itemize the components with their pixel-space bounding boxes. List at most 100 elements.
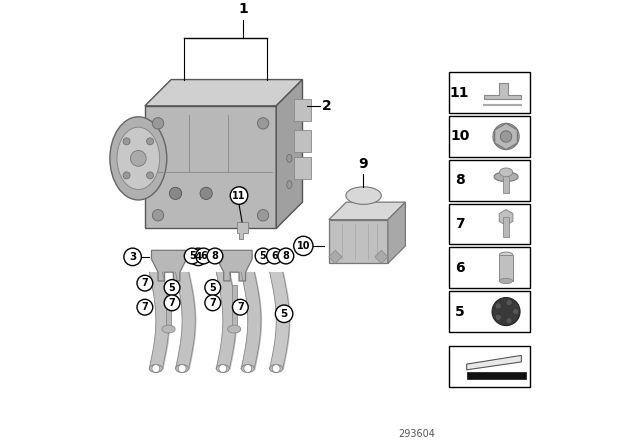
Polygon shape xyxy=(217,250,252,281)
Text: 7: 7 xyxy=(141,302,148,312)
Text: 6: 6 xyxy=(271,251,278,261)
Polygon shape xyxy=(237,222,248,239)
Circle shape xyxy=(506,299,512,306)
Bar xyxy=(449,204,530,245)
Bar xyxy=(166,285,171,329)
Circle shape xyxy=(164,295,180,311)
Polygon shape xyxy=(375,250,388,263)
Circle shape xyxy=(495,303,501,309)
Bar xyxy=(449,247,530,288)
Text: 3: 3 xyxy=(129,252,136,262)
Text: 8: 8 xyxy=(282,251,289,261)
Circle shape xyxy=(152,365,160,372)
Circle shape xyxy=(189,248,207,266)
Ellipse shape xyxy=(216,365,229,372)
Circle shape xyxy=(257,210,269,221)
Circle shape xyxy=(493,123,519,150)
Text: 293604: 293604 xyxy=(398,429,435,439)
Polygon shape xyxy=(329,202,405,220)
Circle shape xyxy=(235,187,247,199)
Polygon shape xyxy=(145,106,276,228)
Circle shape xyxy=(137,299,153,315)
Circle shape xyxy=(147,172,154,179)
Bar xyxy=(449,72,530,113)
Text: 10: 10 xyxy=(450,129,469,143)
Circle shape xyxy=(205,280,221,295)
Circle shape xyxy=(184,248,200,264)
Polygon shape xyxy=(484,83,522,99)
Text: 5: 5 xyxy=(260,251,266,261)
Circle shape xyxy=(205,295,221,311)
Bar xyxy=(232,285,237,329)
Ellipse shape xyxy=(269,365,283,372)
Circle shape xyxy=(500,131,512,142)
Ellipse shape xyxy=(149,365,163,372)
Circle shape xyxy=(147,138,154,145)
Bar xyxy=(449,116,530,157)
Ellipse shape xyxy=(162,325,175,333)
Circle shape xyxy=(219,365,227,372)
Bar xyxy=(504,217,509,237)
Text: 11: 11 xyxy=(232,190,246,201)
Text: 5: 5 xyxy=(169,283,175,293)
Text: 5: 5 xyxy=(209,283,216,293)
Text: 5: 5 xyxy=(455,305,465,319)
Text: 8: 8 xyxy=(455,173,465,187)
Ellipse shape xyxy=(499,168,513,177)
Polygon shape xyxy=(294,130,311,152)
Circle shape xyxy=(495,314,501,320)
Ellipse shape xyxy=(175,365,189,372)
Circle shape xyxy=(137,275,153,291)
Circle shape xyxy=(294,236,313,255)
Text: 7: 7 xyxy=(209,298,216,308)
Text: 1: 1 xyxy=(239,2,248,16)
Text: 9: 9 xyxy=(358,157,367,171)
Ellipse shape xyxy=(287,155,292,162)
Circle shape xyxy=(200,187,212,199)
Text: 10: 10 xyxy=(296,241,310,251)
Ellipse shape xyxy=(241,365,254,372)
Ellipse shape xyxy=(110,117,167,200)
Circle shape xyxy=(275,305,293,323)
Text: 2: 2 xyxy=(322,99,332,113)
Polygon shape xyxy=(294,157,311,179)
Text: 7: 7 xyxy=(237,302,244,312)
Bar xyxy=(467,371,525,379)
Bar xyxy=(449,160,530,201)
Circle shape xyxy=(124,248,141,266)
Bar xyxy=(449,291,530,332)
Circle shape xyxy=(244,365,252,372)
Text: 7: 7 xyxy=(169,298,175,308)
Bar xyxy=(449,346,530,387)
Circle shape xyxy=(170,187,182,199)
Polygon shape xyxy=(499,210,513,225)
Polygon shape xyxy=(152,250,186,281)
Ellipse shape xyxy=(117,127,159,190)
Circle shape xyxy=(164,280,180,295)
Circle shape xyxy=(513,309,519,314)
Circle shape xyxy=(255,248,271,264)
Text: 7: 7 xyxy=(455,217,465,231)
Circle shape xyxy=(123,172,130,179)
Circle shape xyxy=(131,151,146,166)
Ellipse shape xyxy=(287,181,292,189)
Ellipse shape xyxy=(228,325,241,333)
Polygon shape xyxy=(145,80,303,106)
Polygon shape xyxy=(329,220,388,263)
Text: 4: 4 xyxy=(195,252,202,262)
Polygon shape xyxy=(329,250,342,263)
Circle shape xyxy=(267,248,282,264)
Bar xyxy=(503,176,509,194)
Text: 7: 7 xyxy=(141,278,148,288)
Polygon shape xyxy=(467,355,522,370)
Circle shape xyxy=(232,299,248,315)
Text: 6: 6 xyxy=(200,251,207,261)
Circle shape xyxy=(178,365,186,372)
Circle shape xyxy=(257,118,269,129)
Polygon shape xyxy=(495,123,517,150)
Ellipse shape xyxy=(499,278,513,284)
Circle shape xyxy=(152,118,164,129)
Circle shape xyxy=(492,297,520,326)
Ellipse shape xyxy=(346,187,381,204)
Circle shape xyxy=(272,365,280,372)
